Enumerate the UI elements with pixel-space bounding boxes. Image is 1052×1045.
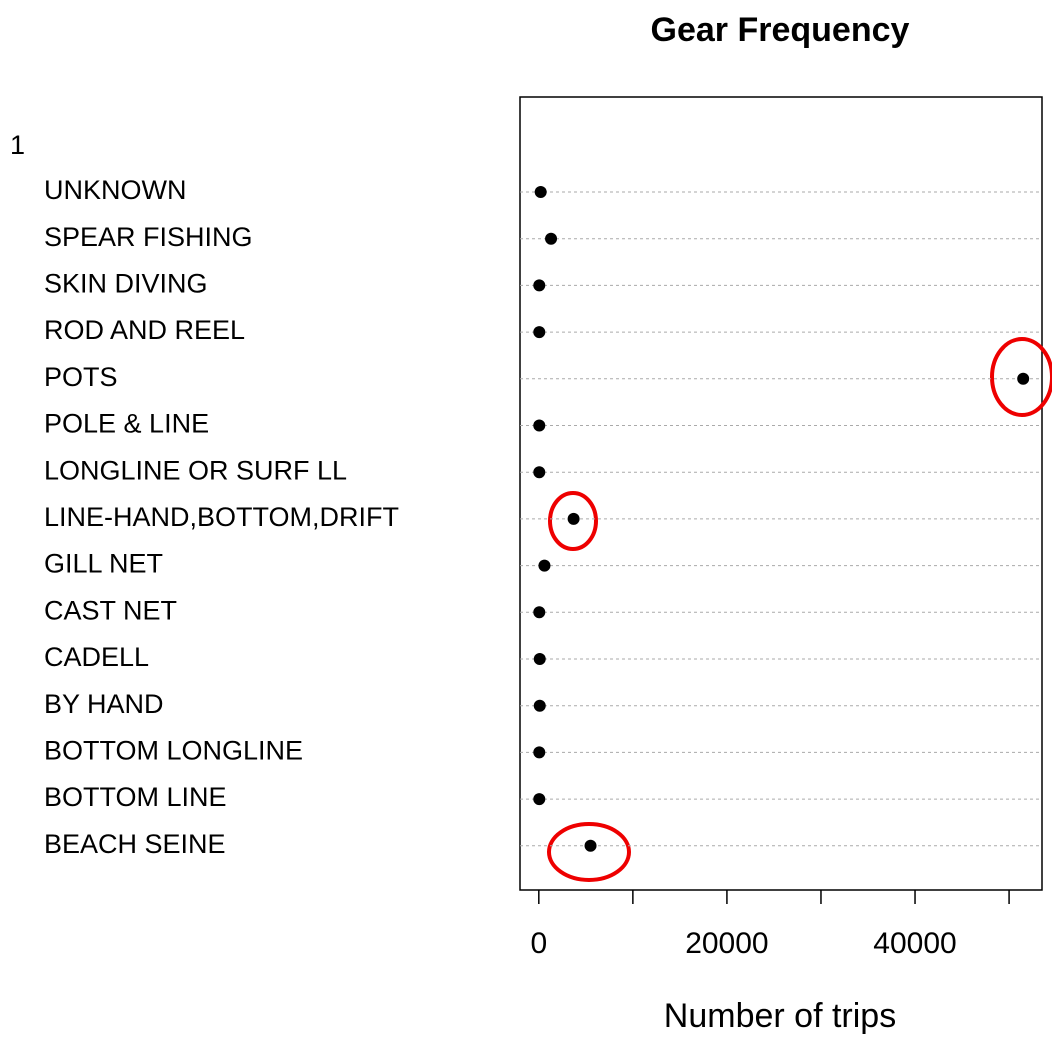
dot: [533, 279, 546, 292]
dot: [533, 793, 546, 806]
y-tick-label: POTS: [44, 362, 118, 392]
dot: [533, 699, 546, 712]
plot-frame: [519, 96, 1043, 891]
highlight-circle: [547, 822, 631, 882]
x-tick-label: 0: [530, 927, 547, 960]
x-axis-label: Number of trips: [664, 997, 896, 1035]
y-tick-label: BOTTOM LONGLINE: [44, 736, 303, 766]
y-tick-label: LONGLINE OR SURF LL: [44, 455, 347, 485]
dot: [533, 419, 546, 432]
dot: [533, 606, 546, 619]
dot: [534, 186, 547, 198]
y-tick-label: BEACH SEINE: [44, 829, 226, 859]
dot: [533, 653, 546, 665]
highlight-circle: [548, 491, 598, 551]
y-tick-label: UNKNOWN: [44, 175, 187, 205]
dot: [584, 839, 597, 852]
x-tick-label: 40000: [873, 927, 956, 960]
dot: [533, 746, 546, 759]
dot: [1017, 372, 1030, 385]
y-tick-label: CADELL: [44, 642, 149, 672]
dot: [533, 466, 546, 479]
dot: [538, 559, 551, 572]
y-tick-label: ROD AND REEL: [44, 315, 245, 345]
dot: [533, 326, 546, 339]
y-tick-label: BOTTOM LINE: [44, 782, 227, 812]
chart-title: Gear Frequency: [651, 11, 910, 49]
y-tick-label: CAST NET: [44, 595, 177, 625]
dot: [567, 512, 580, 525]
dot: [545, 232, 558, 245]
highlight-circle: [990, 337, 1052, 417]
y-tick-label: SKIN DIVING: [44, 269, 208, 299]
y-tick-label: BY HAND: [44, 689, 164, 719]
group-label: 1: [10, 130, 25, 160]
y-tick-label: SPEAR FISHING: [44, 222, 253, 252]
y-tick-label: LINE-HAND,BOTTOM,DRIFT: [44, 502, 399, 532]
y-tick-label: POLE & LINE: [44, 409, 209, 439]
y-tick-label: GILL NET: [44, 549, 163, 579]
x-tick-label: 20000: [685, 927, 768, 960]
